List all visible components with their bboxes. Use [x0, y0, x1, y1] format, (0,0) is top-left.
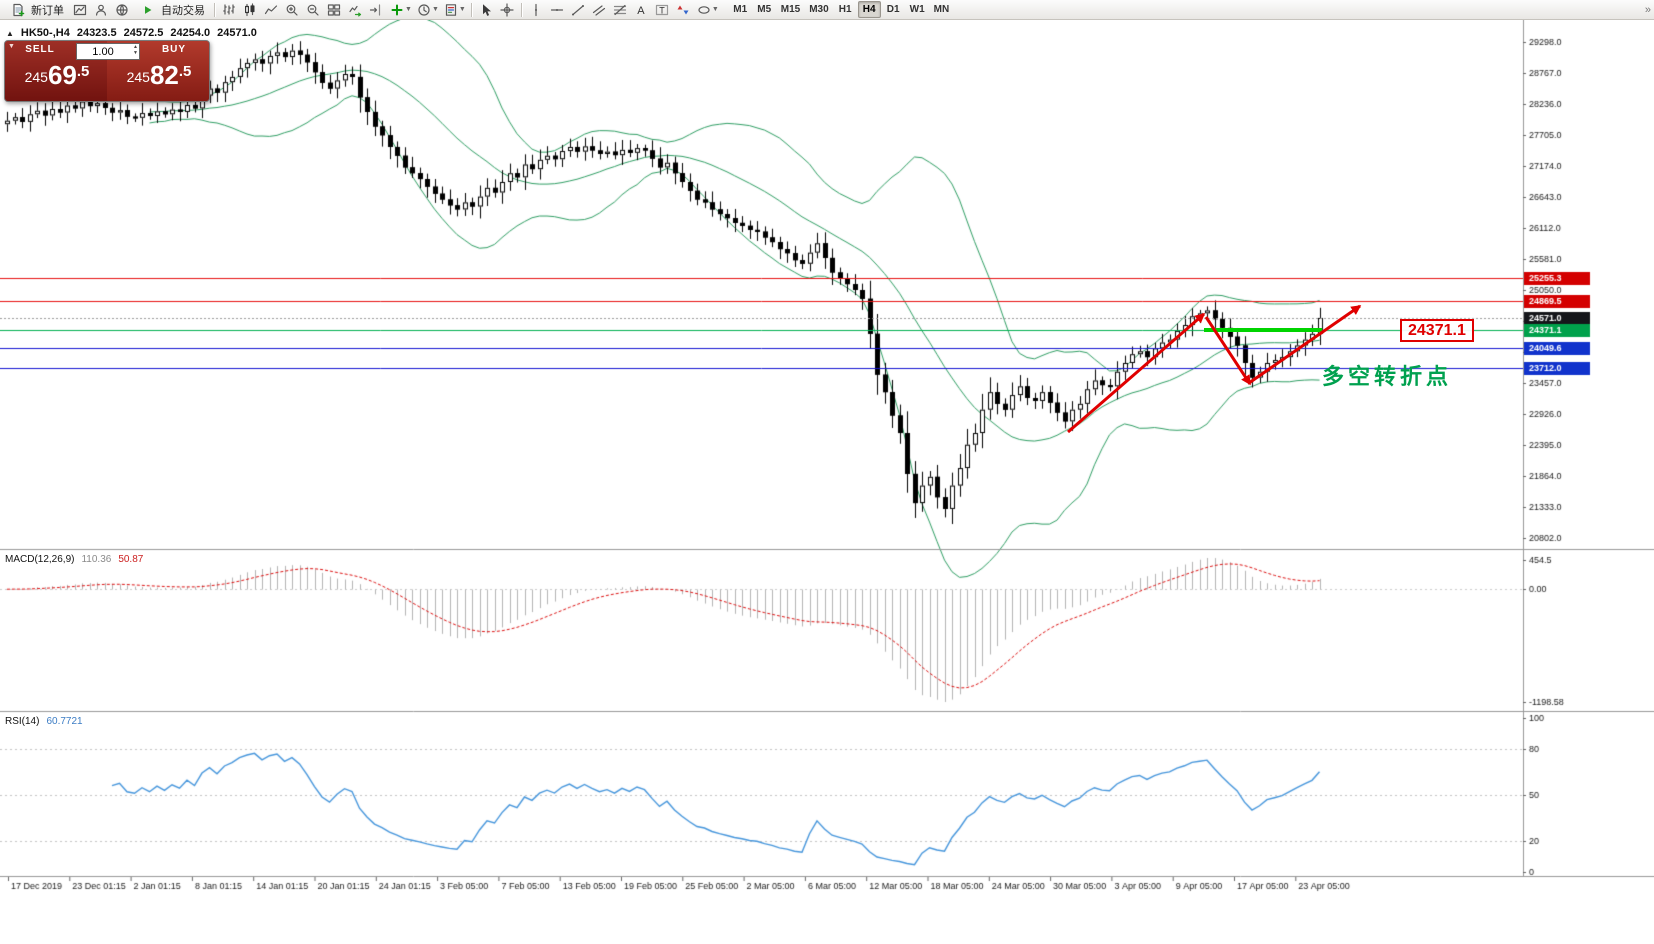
indicators-add-icon[interactable] [387, 1, 407, 18]
line-chart-type-icon[interactable] [261, 1, 281, 18]
sell-label: SELL [25, 44, 55, 55]
auto-scroll-icon[interactable] [345, 1, 365, 18]
trendline-tool-icon[interactable] [568, 1, 588, 18]
shapes-tool-icon[interactable] [694, 1, 714, 18]
periods-icon[interactable] [414, 1, 434, 18]
chart-shift-icon[interactable] [366, 1, 386, 18]
timeframe-m5-button[interactable]: M5 [757, 4, 772, 15]
toolbar-separator [520, 2, 522, 17]
toolbar-overflow-icon[interactable]: » [1644, 3, 1651, 16]
main-toolbar: 新订单 自动交易 [0, 0, 1654, 20]
rsi-indicator-label: RSI(14) 60.7721 [5, 716, 83, 727]
trade-panel-collapse-icon[interactable]: ▼ [8, 43, 15, 50]
price-chart-canvas[interactable] [0, 20, 1654, 944]
crosshair-icon[interactable] [497, 1, 517, 18]
macd-main-value: 110.36 [81, 554, 112, 565]
toolbar-separator [470, 2, 472, 17]
new-order-button[interactable]: 新订单 [3, 1, 69, 18]
timeframe-group: M1 M5 M15 M30 H1 H4 D1 W1 MN [729, 1, 953, 18]
horizontal-line-tool-icon[interactable] [547, 1, 567, 18]
new-order-label: 新订单 [31, 4, 64, 17]
timeframe-h1-button[interactable]: H1 [838, 4, 852, 15]
new-order-icon [8, 1, 28, 18]
symbol-period-label: HK50-,H4 [20, 27, 70, 39]
profile-icon[interactable] [91, 1, 111, 18]
timeframe-m30-button[interactable]: M30 [809, 4, 829, 15]
macd-name: MACD(12,26,9) [5, 554, 75, 565]
arrows-tool-icon[interactable] [673, 1, 693, 18]
rsi-name: RSI(14) [5, 716, 40, 727]
templates-caret-icon[interactable]: ▼ [458, 6, 466, 13]
macd-indicator-label: MACD(12,26,9) 110.36 50.87 [5, 554, 143, 565]
resistance-price-label[interactable]: 24371.1 [1400, 319, 1474, 342]
buy-price: 245 82.5 [126, 60, 192, 90]
ohlc-open: 24323.5 [76, 27, 117, 39]
macd-signal-value: 50.87 [118, 554, 144, 565]
candlestick-type-icon[interactable] [240, 1, 260, 18]
chart-info-line: ▲ HK50-,H4 24323.5 24572.5 24254.0 24571… [6, 27, 257, 39]
cursor-icon[interactable] [476, 1, 496, 18]
fibonacci-tool-icon[interactable] [610, 1, 630, 18]
ohlc-low: 24254.0 [170, 27, 211, 39]
ohlc-high: 24572.5 [123, 27, 164, 39]
bar-chart-type-icon[interactable] [219, 1, 239, 18]
timeframe-w1-button[interactable]: W1 [909, 4, 925, 15]
zoom-in-icon[interactable] [282, 1, 302, 18]
charts-window-icon[interactable] [70, 1, 90, 18]
indicators-caret-icon[interactable]: ▼ [405, 6, 412, 13]
volume-input[interactable] [76, 43, 140, 60]
pivot-point-annotation[interactable]: 多空转折点 [1322, 365, 1453, 390]
sell-price: 245 69.5 [24, 60, 90, 90]
timeframe-m15-button[interactable]: M15 [780, 4, 801, 15]
tick-direction-icon: ▲ [6, 28, 14, 38]
autotrading-button[interactable]: 自动交易 [133, 1, 210, 18]
buy-label: BUY [161, 44, 187, 55]
toolbar-separator [214, 2, 215, 17]
zoom-out-icon[interactable] [303, 1, 323, 18]
market-icon[interactable] [112, 1, 132, 18]
ohlc-close: 24571.0 [217, 27, 257, 39]
rsi-value: 60.7721 [46, 716, 83, 727]
volume-spinner[interactable]: ▲ ▼ [133, 45, 138, 57]
text-label-tool-icon[interactable]: T [652, 1, 672, 18]
timeframe-m1-button[interactable]: M1 [733, 4, 748, 15]
channel-tool-icon[interactable] [589, 1, 609, 18]
svg-text:A: A [637, 5, 645, 17]
chart-area: ▲ HK50-,H4 24323.5 24572.5 24254.0 24571… [0, 20, 1654, 944]
timeframe-h4-button[interactable]: H4 [857, 1, 881, 18]
autotrading-play-icon [138, 1, 158, 18]
tile-windows-icon[interactable] [324, 1, 344, 18]
templates-icon[interactable] [441, 1, 461, 18]
autotrading-label: 自动交易 [161, 4, 205, 17]
vertical-line-tool-icon[interactable] [526, 1, 546, 18]
text-tool-icon[interactable]: A [631, 1, 651, 18]
periods-caret-icon[interactable]: ▼ [431, 6, 439, 13]
volume-increase-icon[interactable]: ▲ [133, 44, 138, 50]
timeframe-d1-button[interactable]: D1 [886, 4, 900, 15]
svg-text:T: T [659, 5, 665, 15]
timeframe-mn-button[interactable]: MN [933, 4, 950, 15]
volume-decrease-icon[interactable]: ▼ [133, 50, 138, 56]
shapes-caret-icon[interactable]: ▼ [711, 6, 719, 13]
